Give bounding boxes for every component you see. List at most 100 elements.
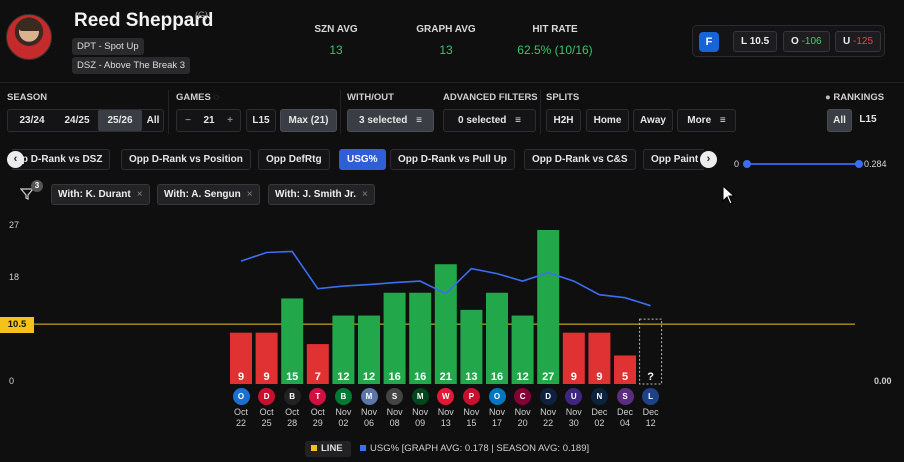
game-date-day: 13 <box>440 418 451 428</box>
chip-opp-paint[interactable]: Opp Paint <box>643 149 704 170</box>
game-bar[interactable] <box>281 298 304 384</box>
bar-value-label: 9 <box>571 371 577 383</box>
game-bar[interactable] <box>409 292 432 384</box>
graph-avg-label: GRAPH AVG <box>416 24 476 35</box>
rankings-label: ● RANKINGS <box>825 92 884 103</box>
split-more-dropdown[interactable]: More ≡ <box>677 109 736 132</box>
game-bar[interactable] <box>332 315 355 384</box>
game-bar[interactable] <box>562 332 585 384</box>
szn-avg-value: 13 <box>329 43 343 57</box>
opponent-sac[interactable]: S Dec 04 <box>612 388 638 429</box>
season-all[interactable]: All <box>146 115 160 126</box>
rankings-all-button[interactable]: All <box>827 109 852 132</box>
upcoming-game-bar[interactable] <box>639 318 663 385</box>
chips-next-button[interactable]: › <box>700 151 717 168</box>
opponent-mem[interactable]: M Nov 06 <box>356 388 382 429</box>
opponent-bkn[interactable]: B Oct 28 <box>279 388 305 429</box>
bar-value-label: 5 <box>622 371 628 383</box>
opponent-okc[interactable]: O Oct 22 <box>228 388 254 429</box>
chips-prev-button[interactable]: ‹ <box>7 151 24 168</box>
bar-value-label: 27 <box>542 371 554 383</box>
game-bar[interactable] <box>588 332 611 384</box>
split-h2h-button[interactable]: H2H <box>546 109 581 132</box>
opponent-bos[interactable]: B Nov 02 <box>330 388 356 429</box>
game-date-month: Nov <box>463 407 480 417</box>
game-date-month: Nov <box>565 407 582 417</box>
opponent-orl[interactable]: O Nov 17 <box>484 388 510 429</box>
usg-range-slider[interactable] <box>746 163 859 165</box>
remove-durant-icon[interactable]: × <box>136 189 143 200</box>
rankings-l15-button[interactable]: L15 <box>859 114 877 125</box>
opponent-mil[interactable]: M Nov 09 <box>407 388 433 429</box>
games-max-button[interactable]: Max (21) <box>280 109 337 132</box>
under-price: -125 <box>853 36 874 47</box>
game-bar[interactable] <box>383 292 406 384</box>
opponent-por[interactable]: P Nov 15 <box>458 388 484 429</box>
usg-axis-label: 0.00 <box>874 376 892 386</box>
games-increment-button[interactable]: + <box>227 115 233 126</box>
opponent-tor[interactable]: T Oct 29 <box>305 388 331 429</box>
usg-range-min-handle[interactable] <box>743 160 751 168</box>
fanduel-logo-icon[interactable]: F <box>699 32 719 52</box>
games-stepper: − 21 + <box>176 109 241 132</box>
opponent-nop[interactable]: N Dec 02 <box>586 388 612 429</box>
opponent-den[interactable]: D Nov 22 <box>535 388 561 429</box>
usg-range-max-handle[interactable] <box>855 160 863 168</box>
opponent-det[interactable]: D Oct 25 <box>254 388 280 429</box>
advanced-filters-dropdown[interactable]: 0 selected ≡ <box>443 109 536 132</box>
line-odds[interactable]: L 10.5 <box>733 31 778 52</box>
game-bar[interactable] <box>614 355 636 384</box>
filter-lines-icon: ≡ <box>515 115 521 126</box>
chip-opp-drank-cs[interactable]: Opp D-Rank vs C&S <box>524 149 636 170</box>
split-home-button[interactable]: Home <box>586 109 629 132</box>
game-bar[interactable] <box>511 315 534 384</box>
with-out-dropdown[interactable]: 3 selected ≡ <box>347 109 434 132</box>
player-tag-dpt: DPT - Spot Up <box>72 38 144 55</box>
chip-opp-defrtg[interactable]: Opp DefRtg <box>258 149 330 170</box>
over-odds[interactable]: O -106 <box>783 31 830 52</box>
filter-lines-icon: ≡ <box>719 115 726 126</box>
season-24-25[interactable]: 24/25 <box>64 115 90 126</box>
chip-usg[interactable]: USG% <box>339 149 386 170</box>
games-count[interactable]: 21 <box>203 115 215 126</box>
mouse-cursor-icon <box>722 185 736 205</box>
bar-value-label: 12 <box>516 371 528 383</box>
game-bar[interactable] <box>255 332 278 384</box>
stat-chip-scroller: Opp D-Rank vs DSZ Opp D-Rank vs Position… <box>12 146 704 174</box>
game-bar[interactable] <box>486 292 508 384</box>
with-out-label: WITH/OUT <box>347 92 394 103</box>
opponent-lac[interactable]: L Dec 12 <box>638 388 664 429</box>
chip-opp-drank-position[interactable]: Opp D-Rank vs Position <box>121 149 251 170</box>
hit-rate-label: HIT RATE <box>532 24 578 35</box>
header-divider <box>0 82 904 83</box>
game-bar[interactable] <box>460 309 483 384</box>
game-date-month: Oct <box>310 407 325 417</box>
advanced-filters-value: 0 selected <box>458 115 507 126</box>
chip-opp-drank-pull-up[interactable]: Opp D-Rank vs Pull Up <box>390 149 515 170</box>
over-price: -106 <box>801 36 822 47</box>
game-bar[interactable] <box>537 230 560 384</box>
under-odds[interactable]: U -125 <box>835 31 882 52</box>
season-label: SEASON <box>7 92 48 103</box>
bar-value-label: 9 <box>238 371 244 383</box>
games-decrement-button[interactable]: − <box>185 115 191 126</box>
usg-range-max: 0.284 <box>864 159 887 169</box>
game-bar[interactable] <box>230 332 252 384</box>
season-23-24[interactable]: 23/24 <box>19 115 45 126</box>
game-bar[interactable] <box>434 264 457 384</box>
opponent-cle[interactable]: C Nov 20 <box>510 388 536 429</box>
opponent-sas[interactable]: S Nov 08 <box>382 388 408 429</box>
games-l15-button[interactable]: L15 <box>246 109 276 132</box>
opponent-uta[interactable]: U Nov 30 <box>561 388 587 429</box>
split-away-button[interactable]: Away <box>633 109 673 132</box>
remove-sengun-icon[interactable]: × <box>246 189 253 200</box>
game-bar[interactable] <box>358 315 380 384</box>
season-25-26[interactable]: 25/26 <box>98 110 142 131</box>
opponent-was[interactable]: W Nov 13 <box>433 388 459 429</box>
remove-smith-icon[interactable]: × <box>362 189 368 200</box>
player-tag-dsz: DSZ - Above The Break 3 <box>72 57 191 74</box>
team-logo-icon: D <box>539 388 557 405</box>
chip-opp-drank-dsz[interactable]: Opp D-Rank vs DSZ <box>12 149 111 170</box>
szn-avg-label: SZN AVG <box>314 24 358 35</box>
game-bar[interactable] <box>306 344 329 384</box>
